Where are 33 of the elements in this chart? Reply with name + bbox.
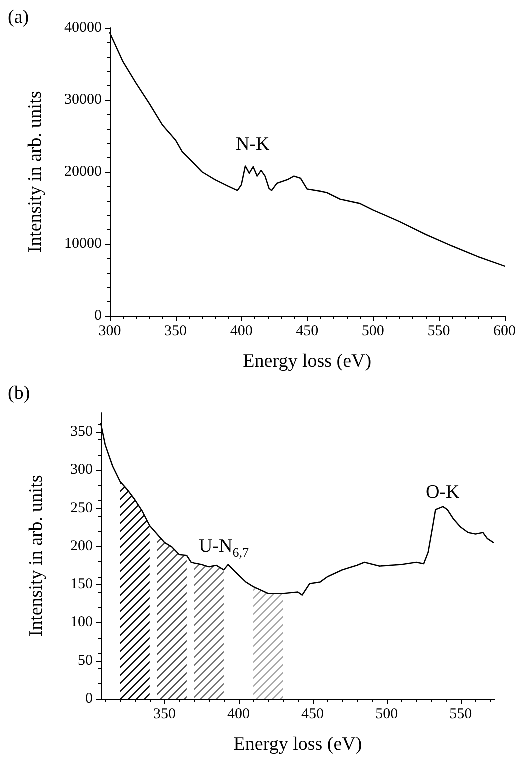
annotation: O-K	[426, 482, 460, 503]
y-tick-label: 150	[70, 576, 93, 593]
y-tick-label: 300	[70, 462, 93, 478]
annotation: N-K	[236, 134, 270, 155]
x-tick-label: 550	[428, 324, 450, 340]
x-tick-label: 400	[228, 706, 250, 722]
chart-title: (b)	[8, 383, 30, 404]
x-tick-label: 450	[302, 706, 324, 722]
y-tick-label: 350	[70, 424, 93, 440]
x-tick-label: 500	[362, 324, 384, 340]
y-tick-label: 30000	[64, 92, 102, 108]
y-axis-title: Intensity in arb. units	[26, 475, 47, 637]
x-axis-title: Energy loss (eV)	[243, 351, 372, 372]
y-axis-title: Intensity in arb. units	[25, 91, 46, 253]
y-tick-label: 250	[70, 500, 93, 516]
x-tick-label: 550	[450, 706, 472, 722]
chart-title: (a)	[8, 7, 30, 28]
y-tick-label: 100	[70, 614, 93, 631]
y-tick-label: 0	[86, 691, 93, 707]
y-tick-label: 50	[78, 652, 93, 669]
x-tick-label: 350	[153, 706, 176, 722]
x-tick-label: 600	[494, 324, 516, 340]
x-tick-label: 350	[164, 324, 188, 340]
x-tick-label: 300	[98, 324, 122, 340]
x-tick-label: 400	[230, 324, 253, 340]
x-tick-label: 500	[376, 706, 398, 722]
y-tick-label: 10000	[64, 236, 102, 252]
x-axis-title: Energy loss (eV)	[234, 734, 362, 755]
x-tick-label: 450	[296, 324, 319, 340]
y-tick-label: 20000	[64, 164, 102, 180]
y-tick-label: 40000	[64, 20, 102, 36]
y-tick-label: 200	[70, 538, 93, 554]
y-tick-label: 0	[94, 308, 102, 324]
